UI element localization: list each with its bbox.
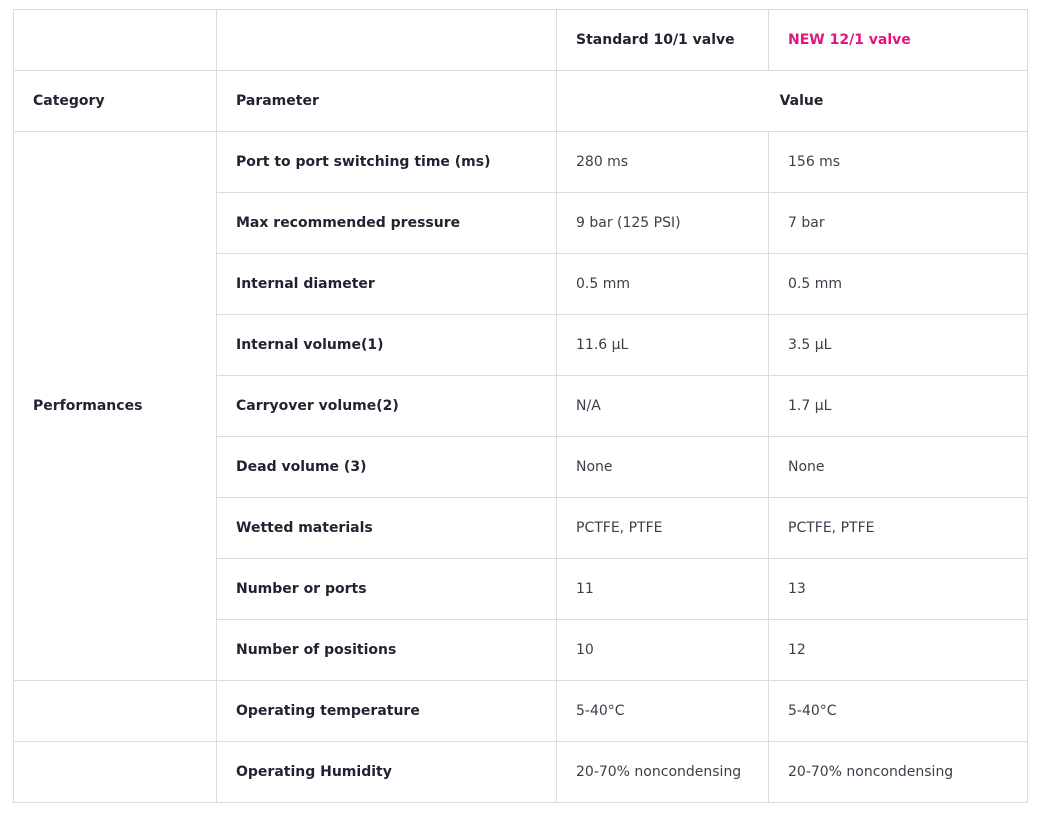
table-row: Wetted materials PCTFE, PTFE PCTFE, PTFE: [14, 497, 1028, 559]
header-row-columns: Category Parameter Value: [13, 70, 1028, 132]
new-value-cell: None: [768, 436, 1028, 498]
table-row: Max recommended pressure 9 bar (125 PSI)…: [14, 192, 1028, 254]
standard-valve-header: Standard 10/1 valve: [556, 9, 769, 71]
parameter-cell: Operating temperature: [216, 680, 557, 742]
parameter-cell: Internal volume(1): [216, 314, 557, 376]
standard-value-cell: 0.5 mm: [556, 253, 769, 315]
table-row: Number or ports 11 13: [14, 558, 1028, 620]
parameter-cell: Number or ports: [216, 558, 557, 620]
parameter-cell: Max recommended pressure: [216, 192, 557, 254]
new-value-cell: 13: [768, 558, 1028, 620]
table-row: Dead volume (3) None None: [14, 436, 1028, 498]
standard-value-cell: 10: [556, 619, 769, 681]
category-performances: Performances: [13, 131, 217, 681]
parameter-cell: Wetted materials: [216, 497, 557, 559]
table-row: Operating temperature 5-40°C 5-40°C: [13, 680, 1028, 742]
new-value-cell: 0.5 mm: [768, 253, 1028, 315]
standard-value-cell: 11.6 µL: [556, 314, 769, 376]
standard-value-cell: N/A: [556, 375, 769, 437]
header-row-valves: Standard 10/1 valve NEW 12/1 valve: [13, 9, 1028, 71]
new-valve-header: NEW 12/1 valve: [768, 9, 1028, 71]
value-header: Value: [556, 70, 1028, 132]
table-row: Number of positions 10 12: [14, 619, 1028, 681]
table-row: Operating Humidity 20-70% noncondensing …: [13, 741, 1028, 803]
empty-cell: [13, 9, 217, 71]
standard-value-cell: None: [556, 436, 769, 498]
new-value-cell: PCTFE, PTFE: [768, 497, 1028, 559]
standard-value-cell: 280 ms: [556, 131, 769, 193]
empty-category-cell: [13, 741, 217, 803]
spec-table-container: Standard 10/1 valve NEW 12/1 valve Categ…: [13, 9, 1028, 803]
valve-spec-table: Standard 10/1 valve NEW 12/1 valve Categ…: [13, 9, 1028, 803]
parameter-cell: Internal diameter: [216, 253, 557, 315]
parameter-cell: Number of positions: [216, 619, 557, 681]
category-header: Category: [13, 70, 217, 132]
standard-value-cell: 11: [556, 558, 769, 620]
new-value-cell: 7 bar: [768, 192, 1028, 254]
table-row: Internal diameter 0.5 mm 0.5 mm: [14, 253, 1028, 315]
empty-cell: [216, 9, 557, 71]
new-value-cell: 12: [768, 619, 1028, 681]
empty-category-cell: [13, 680, 217, 742]
parameter-header: Parameter: [216, 70, 557, 132]
standard-value-cell: 9 bar (125 PSI): [556, 192, 769, 254]
parameter-cell: Port to port switching time (ms): [216, 131, 557, 193]
parameter-cell: Carryover volume(2): [216, 375, 557, 437]
standard-value-cell: 20-70% noncondensing: [556, 741, 769, 803]
table-row: Internal volume(1) 11.6 µL 3.5 µL: [14, 314, 1028, 376]
new-value-cell: 1.7 µL: [768, 375, 1028, 437]
table-row: Performances Port to port switching time…: [13, 131, 1028, 681]
parameter-cell: Operating Humidity: [216, 741, 557, 803]
standard-value-cell: 5-40°C: [556, 680, 769, 742]
new-value-cell: 20-70% noncondensing: [768, 741, 1028, 803]
new-value-cell: 3.5 µL: [768, 314, 1028, 376]
table-row: Carryover volume(2) N/A 1.7 µL: [14, 375, 1028, 437]
new-value-cell: 156 ms: [768, 131, 1028, 193]
parameter-cell: Dead volume (3): [216, 436, 557, 498]
standard-value-cell: PCTFE, PTFE: [556, 497, 769, 559]
new-value-cell: 5-40°C: [768, 680, 1028, 742]
